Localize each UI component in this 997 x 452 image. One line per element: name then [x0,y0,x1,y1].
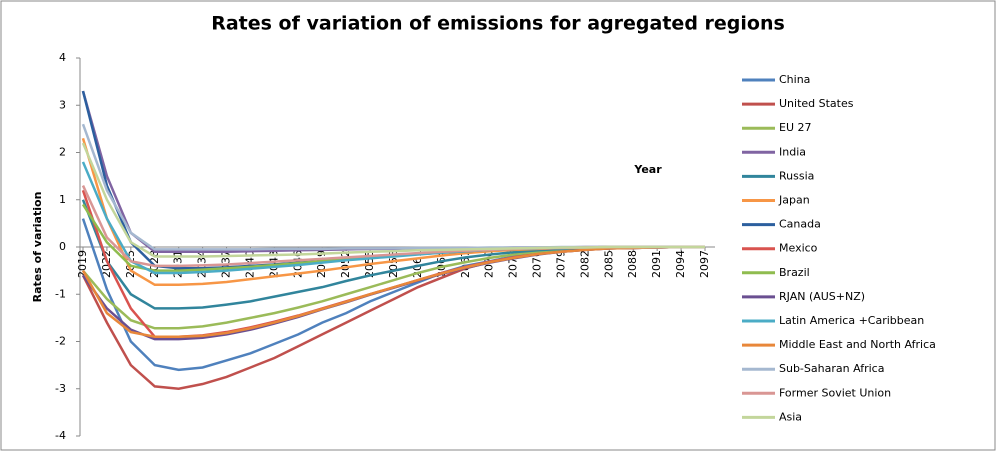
legend-label: RJAN (AUS+NZ) [779,290,865,303]
legend-label: Asia [779,410,802,423]
legend-label: Middle East and North Africa [779,338,936,351]
x-tick-label: 2019 [76,250,89,278]
legend-label: Brazil [779,266,810,279]
legend-label: Japan [778,194,810,207]
x-tick-label: 2088 [626,250,639,278]
y-tick-label: 4 [59,51,66,64]
legend-label: Latin America +Caribbean [779,314,924,327]
y-axis-title: Rates of variation [31,192,44,303]
legend-label: Mexico [779,242,818,255]
y-tick-label: -4 [55,429,66,442]
x-tick-label: 2094 [674,250,687,278]
x-tick-label: 2079 [554,250,567,278]
y-tick-label: 2 [59,146,66,159]
legend-label: Sub-Saharan Africa [779,362,884,375]
series-line [81,142,705,258]
legend-label: China [779,73,810,86]
x-tick-label: 2082 [578,250,591,278]
x-tick-label: 2085 [602,250,615,278]
annotation: Year [633,163,662,176]
legend-label: United States [779,97,854,110]
legend-label: India [779,145,806,158]
y-tick-label: -3 [55,382,66,395]
legend-label: Canada [779,218,821,231]
legend-label: EU 27 [779,121,812,134]
x-tick-label: 2091 [650,250,663,278]
chart-title: Rates of variation of emissions for agre… [211,13,785,35]
y-tick-label: -1 [55,287,66,300]
series-line [81,245,705,339]
y-tick-label: 3 [59,98,66,111]
y-tick-label: 1 [59,193,66,206]
x-tick-label: 2097 [698,250,711,278]
x-tick-label: 2034 [196,250,209,278]
x-tick-label: 2022 [100,250,113,278]
y-tick-label: 0 [59,240,66,253]
legend-label: Russia [779,169,814,182]
x-tick-label: 2052 [339,250,352,278]
x-tick-label: 2076 [531,250,544,278]
y-tick-label: -2 [55,335,66,348]
legend-label: Former Soviet Union [779,386,891,399]
